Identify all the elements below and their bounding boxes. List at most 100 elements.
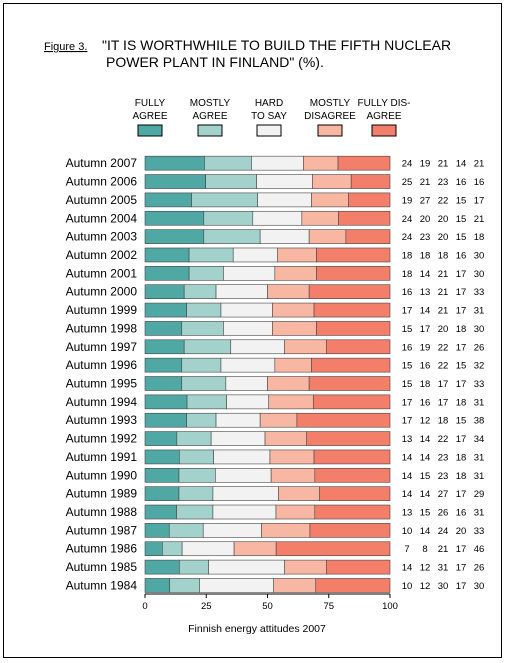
category-label: Autumn 1985 (66, 560, 138, 574)
bar-segment (350, 174, 391, 189)
bar-segment (312, 394, 391, 410)
bar-segment (269, 449, 315, 465)
bar-segment (144, 486, 180, 501)
legend-swatch-2 (197, 124, 223, 137)
bar-segment (179, 559, 210, 575)
bar-segment (144, 284, 185, 300)
category-label: Autumn 1990 (66, 468, 138, 482)
value-label: 27 (420, 195, 431, 206)
category-label: Autumn 2001 (66, 266, 138, 280)
category-label: Autumn 1999 (66, 303, 138, 317)
category-label: Autumn 1997 (66, 340, 138, 354)
category-label: Autumn 1987 (66, 523, 138, 537)
bar-segment (144, 174, 206, 189)
value-label: 17 (438, 379, 449, 390)
bar-segment (144, 504, 177, 520)
value-label: 38 (474, 416, 485, 427)
value-label: 17 (456, 287, 467, 298)
value-label: 30 (474, 324, 485, 335)
value-label: 18 (420, 379, 431, 390)
value-label: 34 (474, 434, 485, 445)
value-label: 15 (420, 471, 431, 482)
value-label: 22 (438, 434, 449, 445)
bar-segment (225, 376, 268, 391)
value-label: 21 (438, 269, 449, 280)
value-label: 15 (456, 195, 467, 206)
value-label: 31 (474, 306, 485, 317)
bar-segment (144, 541, 163, 557)
bar-segment (337, 155, 391, 171)
bar-segment (256, 174, 313, 189)
value-label: 22 (438, 195, 449, 206)
value-label: 16 (456, 508, 467, 519)
x-axis-label: Finnish energy attitudes 2007 (188, 623, 326, 635)
value-label: 30 (474, 250, 485, 261)
legend-swatch-1 (137, 124, 163, 137)
legend-label-4-line1: MOSTLY (310, 98, 351, 109)
bar-segment (144, 394, 188, 410)
bar-segment (272, 321, 317, 336)
bar-segment (210, 431, 266, 446)
bar-segment (313, 302, 391, 318)
value-label: 13 (402, 434, 413, 445)
value-label: 24 (402, 232, 413, 243)
value-label: 25 (402, 177, 413, 188)
value-label: 21 (474, 159, 485, 170)
x-tick-label: 25 (201, 601, 212, 612)
value-label: 17 (420, 324, 431, 335)
x-tick-label: 50 (262, 601, 273, 612)
bar-segment (274, 357, 312, 373)
value-label: 18 (402, 269, 413, 280)
value-label: 18 (456, 471, 467, 482)
x-axis: 0 25 50 75 100 (142, 593, 398, 612)
category-label: Autumn 1994 (66, 395, 138, 409)
bar-segment (203, 210, 254, 226)
category-label: Autumn 2006 (66, 175, 138, 189)
value-label: 14 (402, 489, 413, 500)
value-label: 20 (438, 232, 449, 243)
value-label: 17 (456, 544, 467, 555)
bar-segment (203, 229, 261, 244)
bar-segment (232, 247, 278, 263)
bar-segment (144, 321, 183, 336)
bar-segment (144, 431, 178, 446)
legend-swatch-5 (371, 124, 397, 137)
bar-segment (168, 523, 204, 538)
value-label: 17 (402, 397, 413, 408)
bar-segment (309, 523, 391, 538)
bar-segment (316, 266, 391, 281)
value-label: 20 (456, 526, 467, 537)
value-label: 17 (456, 342, 467, 353)
category-label: Autumn 2000 (66, 285, 138, 299)
bar-segment (176, 504, 214, 520)
value-label: 18 (438, 416, 449, 427)
bar-segment (259, 412, 298, 428)
bar-segment (144, 210, 205, 226)
bar-segment (188, 266, 224, 281)
bar-segment (233, 541, 277, 557)
legend-label-5-line2: AGREE (366, 111, 401, 122)
value-label: 17 (456, 581, 467, 592)
bar-segment (183, 284, 217, 300)
bar-segment (188, 247, 234, 263)
value-label: 23 (438, 471, 449, 482)
bar-segment (308, 376, 391, 391)
bar-segment (308, 284, 391, 300)
value-label: 17 (402, 416, 413, 427)
bar-segment (144, 449, 180, 465)
category-label: Autumn 2003 (66, 230, 138, 244)
bar-segment (213, 449, 271, 465)
legend-label-3-line2: TO SAY (251, 111, 287, 122)
bar-segment (212, 486, 279, 501)
bar-segment (144, 578, 171, 593)
value-label: 17 (474, 195, 485, 206)
bar-segment (144, 266, 190, 281)
value-label: 21 (474, 214, 485, 225)
value-label: 21 (438, 287, 449, 298)
bar-segment (144, 412, 187, 428)
bar-segment (181, 357, 222, 373)
bar-segment (296, 412, 391, 428)
value-label: 30 (474, 581, 485, 592)
legend-label-4-line2: DISAGREE (304, 111, 356, 122)
value-label: 20 (420, 214, 431, 225)
